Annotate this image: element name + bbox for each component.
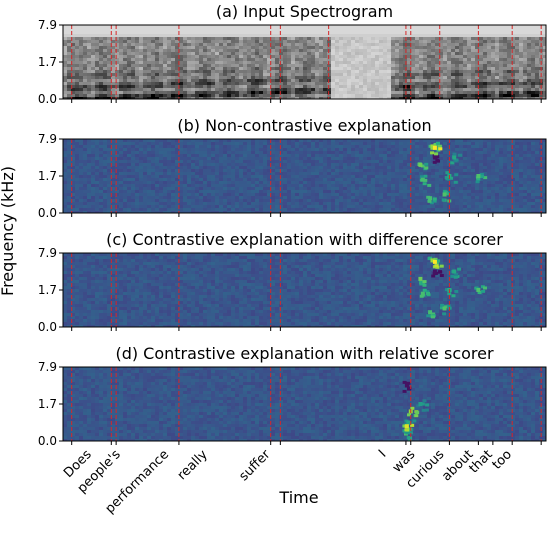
panel-title: (c) Contrastive explanation with differe… — [106, 230, 503, 249]
spectrogram-image — [63, 139, 546, 213]
spectrogram-image — [63, 367, 546, 441]
hotspot-4 — [404, 424, 409, 429]
panel-1: (a) Input Spectrogram 7.9 1.7 0.0 — [38, 2, 547, 106]
word-label: suffer — [237, 447, 274, 484]
word-label: I — [376, 447, 389, 460]
hotspot-10 — [432, 259, 437, 264]
hotspot-6 — [442, 306, 447, 311]
hotspot-8 — [452, 269, 457, 274]
hotspot-5 — [432, 155, 437, 160]
y-tick-label: 7.9 — [38, 132, 57, 146]
hotspot-8 — [418, 402, 423, 406]
hotspot-4 — [430, 144, 435, 149]
word-label: too — [490, 447, 515, 472]
hotspot-3 — [428, 310, 433, 315]
y-tick-label: 7.9 — [38, 18, 57, 32]
word-label: really — [175, 447, 211, 483]
hotspot-10 — [432, 145, 437, 150]
hotspot-9 — [476, 174, 481, 178]
hotspot-7 — [404, 383, 409, 388]
panel-3: (c) Contrastive explanation with differe… — [38, 230, 547, 334]
x-axis-label: Time — [278, 488, 318, 507]
y-tick-label: 0.0 — [38, 320, 57, 334]
hotspot-1 — [418, 162, 423, 167]
y-axis-label: Frequency (kHz) — [0, 166, 17, 296]
y-tick-label: 0.0 — [38, 92, 57, 106]
hotspot-9 — [476, 288, 481, 292]
hotspot-2 — [406, 420, 411, 425]
panel-title: (d) Contrastive explanation with relativ… — [115, 344, 494, 363]
hotspot-6 — [403, 394, 408, 399]
hotspot-2 — [420, 291, 425, 296]
y-tick-label: 7.9 — [38, 360, 57, 374]
hotspot-1 — [418, 276, 423, 281]
panel-2: (b) Non-contrastive explanation 7.9 1.7 0.0 — [38, 116, 547, 220]
hotspot-6 — [442, 192, 447, 197]
hotspot-4 — [430, 258, 435, 263]
hotspot-8 — [452, 155, 457, 160]
hotspot-2 — [420, 177, 425, 182]
panel-title: (b) Non-contrastive explanation — [177, 116, 431, 135]
panel-title: (a) Input Spectrogram — [216, 2, 393, 21]
y-tick-label: 1.7 — [38, 55, 57, 69]
panel-4: (d) Contrastive explanation with relativ… — [38, 344, 547, 448]
spectrogram-image — [63, 253, 546, 327]
y-tick-label: 0.0 — [38, 206, 57, 220]
y-tick-label: 1.7 — [38, 283, 57, 297]
y-tick-label: 1.7 — [38, 169, 57, 183]
y-tick-label: 0.0 — [38, 434, 57, 448]
hotspot-3 — [428, 196, 433, 201]
spectrogram-image — [63, 25, 546, 99]
hotspot-5 — [432, 269, 437, 274]
y-tick-label: 1.7 — [38, 397, 57, 411]
y-tick-label: 7.9 — [38, 246, 57, 260]
